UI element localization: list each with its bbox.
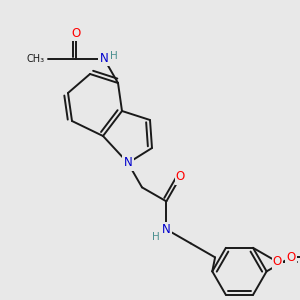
Text: H: H [152, 232, 160, 242]
Text: O: O [286, 251, 296, 264]
Text: O: O [176, 170, 185, 184]
Text: H: H [110, 51, 118, 61]
Text: N: N [162, 223, 171, 236]
Text: O: O [71, 27, 81, 40]
Text: N: N [124, 157, 132, 169]
Text: N: N [100, 52, 108, 65]
Text: O: O [273, 255, 282, 268]
Text: CH₃: CH₃ [27, 54, 45, 64]
